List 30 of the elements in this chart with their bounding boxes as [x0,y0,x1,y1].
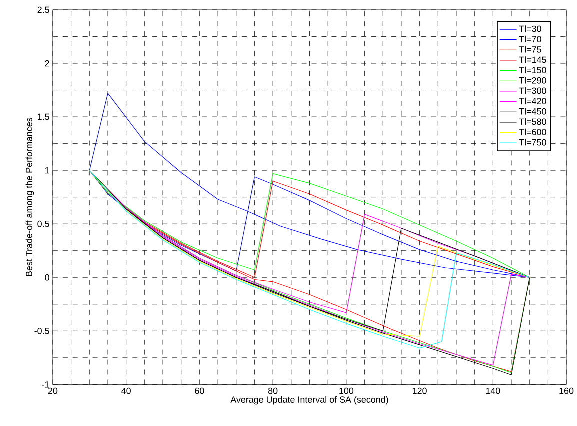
legend-label: Tl=150 [519,67,546,74]
legend-label: Tl=290 [519,77,546,84]
legend-label: Tl=600 [519,129,546,136]
y-tick-label: 2.5 [38,6,50,14]
legend-label: Tl=300 [519,88,546,94]
y-tick-label: -1 [42,382,50,388]
y-tick-label: -0.5 [34,328,50,334]
legend-label: Tl=420 [519,98,546,105]
legend-label: Tl=70 [519,36,542,43]
x-tick-label: 120 [413,388,427,394]
x-tick-label: 140 [486,388,500,394]
y-tick-label: 1 [45,168,50,174]
y-tick-label: 2 [45,60,50,67]
legend-label: Tl=75 [519,46,542,54]
legend-label: Tl=580 [519,118,546,126]
x-tick-label: 80 [268,388,278,394]
y-tick-label: 0 [45,274,50,281]
x-tick-label: 20 [48,388,58,394]
x-tick-label: 100 [340,388,354,394]
y-tick-label: 1.5 [38,114,50,120]
legend-label: Tl=30 [519,26,542,32]
x-tick-label: 160 [560,388,574,394]
legend-label: Tl=145 [519,56,546,64]
x-axis-title: Average Update Interval of SA (second) [230,396,388,405]
y-tick-label: 0.5 [38,221,50,228]
x-tick-label: 60 [195,388,204,394]
legend-label: Tl=450 [519,108,546,115]
x-tick-label: 40 [122,388,131,394]
y-axis-title: Best Trade-off among the Performances [26,118,34,276]
legend-label: Tl=750 [519,139,546,146]
